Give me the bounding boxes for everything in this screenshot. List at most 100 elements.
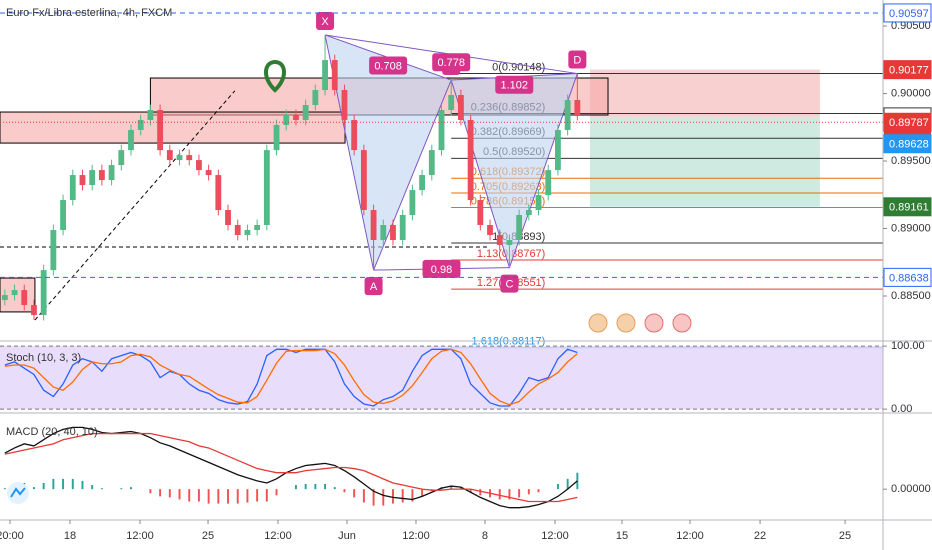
ratio-box (422, 259, 461, 278)
fib-label: 0(0.90148) (492, 61, 545, 73)
y-tick-label: 0.88500 (891, 290, 931, 302)
x-tick-label: 12:00 (541, 530, 569, 542)
x-tick-label: 25 (202, 530, 214, 542)
price-badge-label: 0.89628 (889, 139, 929, 151)
candle-body (137, 119, 144, 130)
ratio-label: 0.708 (374, 60, 402, 72)
pattern-fill (451, 73, 578, 268)
y-tick-label: 0.89000 (891, 222, 931, 234)
plot-layer: 0(0.90148)0.236(0.89852)0.382(0.89669)0.… (0, 11, 883, 509)
candle-body (555, 129, 561, 171)
x-tick-label: 8 (482, 530, 488, 542)
candle-body (293, 114, 299, 120)
candle-body (312, 90, 319, 106)
candle-body (477, 200, 484, 226)
target-zone (589, 116, 820, 207)
candle-body (487, 225, 493, 235)
candle-body (496, 234, 503, 245)
candle-body (40, 270, 47, 316)
candle-body (409, 190, 416, 216)
pattern-point-label: A (370, 281, 378, 293)
candle-body (360, 150, 367, 211)
y-tick-label: 0.90000 (891, 87, 931, 99)
x-tick-label: 12:00 (402, 530, 430, 542)
candle-body (254, 225, 261, 230)
candle-body (457, 95, 464, 120)
candle-body (448, 95, 455, 111)
candle-body (380, 225, 387, 240)
candle-body (399, 215, 406, 240)
candle-body (225, 210, 231, 226)
x-tick-label: 12:00 (126, 530, 154, 542)
candle-body (31, 305, 37, 316)
pattern-point (364, 277, 383, 296)
macd-title: MACD (20, 40, 10) (6, 426, 98, 438)
candle-body (128, 129, 134, 151)
candle-body (564, 100, 571, 130)
candle-body (166, 150, 173, 161)
price-badge-label: 0.89161 (889, 202, 929, 214)
candle-body (535, 195, 542, 211)
candle-body (21, 290, 28, 306)
candle-body (118, 150, 125, 166)
indicator-line (4, 348, 578, 406)
ratio-label: 0.778 (437, 57, 465, 69)
price-badge-label: 0.90597 (889, 8, 929, 20)
ratio-label: 1.102 (501, 80, 529, 92)
event-icon (644, 313, 664, 333)
candle-body (1, 295, 8, 301)
candle-body (574, 100, 581, 115)
y-tick-label: 0.00000 (891, 483, 931, 495)
trend-line (34, 90, 236, 321)
candle-body (98, 170, 105, 181)
candle-body (108, 165, 115, 181)
y-tick-label: 0.90500 (891, 20, 931, 32)
candle-body (205, 170, 212, 176)
price-badge (883, 197, 932, 217)
candle-body (331, 60, 338, 91)
candle-body (79, 175, 86, 186)
x-tick-label: 20:00 (0, 530, 24, 542)
event-icon (616, 313, 636, 333)
x-tick-label: 25 (839, 530, 851, 542)
chart-title: Euro Fx/Libra esterlina, 4h, FXCM (6, 7, 172, 19)
pattern-point (316, 11, 335, 30)
pattern-point-label: C (505, 279, 513, 291)
candle-body (351, 119, 358, 151)
candle-body (390, 225, 396, 240)
candle-body (283, 114, 290, 125)
ratio-label: 0.98 (431, 264, 452, 276)
ratio-box (495, 75, 534, 94)
candle-body (419, 175, 426, 191)
candle-body (60, 200, 66, 230)
y-tick-label: 0.89500 (891, 155, 931, 167)
candle-body (50, 229, 57, 271)
candle-body (157, 110, 164, 151)
candle-body (428, 150, 435, 176)
x-tick-label: 15 (616, 530, 628, 542)
fib-label: 1.618(0.88117) (472, 336, 546, 348)
stop-zone (589, 69, 820, 117)
candle-body (516, 215, 523, 240)
price-badge (883, 267, 932, 287)
price-badge-label: 0.89787 (889, 117, 929, 129)
candle-body (322, 60, 328, 91)
candle-body (341, 90, 348, 120)
candle-body (234, 225, 241, 235)
price-badge-label: 0.90177 (889, 65, 929, 77)
indicator-line (4, 426, 578, 509)
event-icon (588, 313, 608, 333)
candle-body (176, 155, 183, 161)
x-tick-label: Jun (338, 530, 356, 542)
candle-body (545, 170, 552, 196)
candle-body (302, 105, 309, 120)
event-icon (672, 313, 692, 333)
ratio-box (432, 53, 471, 72)
pattern-point (568, 50, 587, 69)
price-badge-label: 0.88638 (889, 272, 929, 284)
x-tick-label: 12:00 (264, 530, 292, 542)
x-tick-label: 12:00 (676, 530, 704, 542)
candle-body (438, 110, 445, 151)
candle-body (69, 175, 76, 201)
